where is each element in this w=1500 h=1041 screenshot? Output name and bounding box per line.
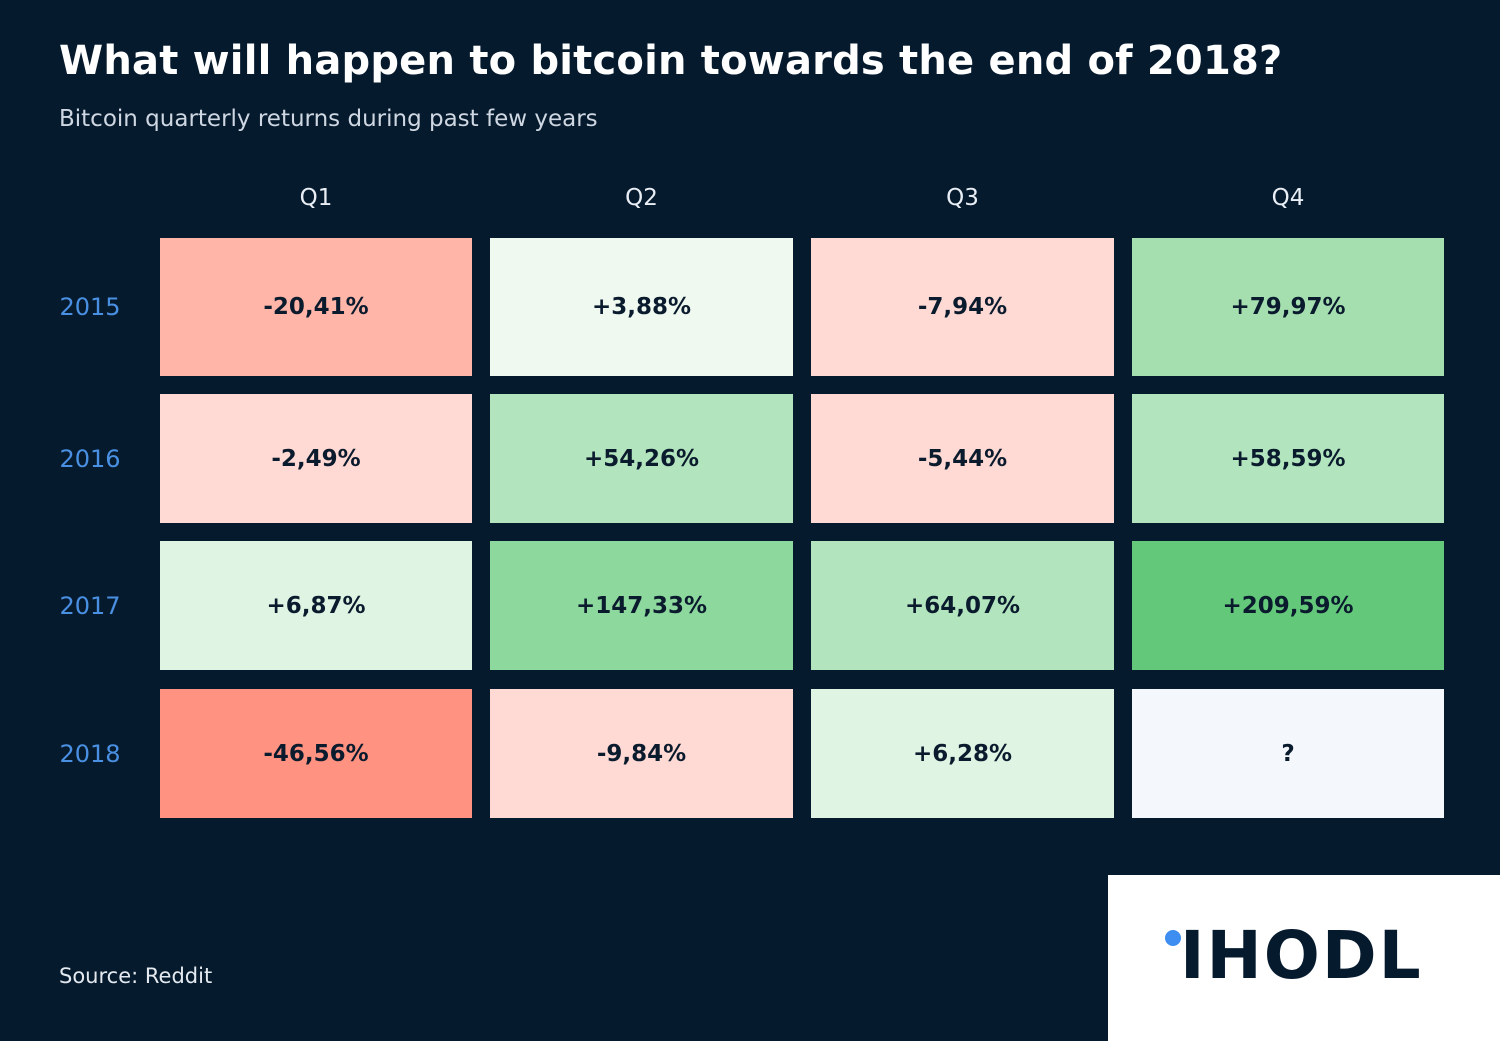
column-header-q4: Q4: [1271, 185, 1305, 211]
heatmap-cell-2016-q1: -2,49%: [160, 394, 472, 523]
heatmap-cell-2018-q3: +6,28%: [811, 689, 1114, 818]
logo-dot-icon: [1165, 930, 1181, 946]
column-header-q1: Q1: [299, 185, 333, 211]
heatmap-cell-2015-q3: -7,94%: [811, 238, 1114, 376]
column-header-q2: Q2: [625, 185, 658, 211]
row-header-2015: 2015: [59, 293, 121, 321]
chart-title: What will happen to bitcoin towards the …: [59, 38, 1283, 84]
heatmap-cell-2017-q3: +64,07%: [811, 541, 1114, 670]
heatmap-cell-2017-q4: +209,59%: [1132, 541, 1444, 670]
heatmap-cell-2015-q4: +79,97%: [1132, 238, 1444, 376]
heatmap-cell-2017-q2: +147,33%: [490, 541, 793, 670]
row-header-2018: 2018: [59, 739, 121, 768]
column-header-q3: Q3: [946, 185, 979, 211]
source-note: Source: Reddit: [59, 964, 213, 988]
heatmap-cell-2016-q3: -5,44%: [811, 394, 1114, 523]
heatmap-cell-2015-q1: -20,41%: [160, 238, 472, 376]
row-header-2016: 2016: [59, 444, 121, 473]
chart-subtitle: Bitcoin quarterly returns during past fe…: [59, 106, 598, 132]
heatmap-cell-2018-q4: ?: [1132, 689, 1444, 818]
logo-text: IHODL: [1180, 917, 1423, 994]
heatmap-cell-2016-q2: +54,26%: [490, 394, 793, 523]
heatmap-cell-2018-q1: -46,56%: [160, 689, 472, 818]
heatmap-cell-2018-q2: -9,84%: [490, 689, 793, 818]
heatmap-cell-2015-q2: +3,88%: [490, 238, 793, 376]
brand-logo: IHODL: [1108, 875, 1500, 1041]
row-header-2017: 2017: [59, 591, 121, 620]
heatmap-cell-2016-q4: +58,59%: [1132, 394, 1444, 523]
heatmap-cell-2017-q1: +6,87%: [160, 541, 472, 670]
